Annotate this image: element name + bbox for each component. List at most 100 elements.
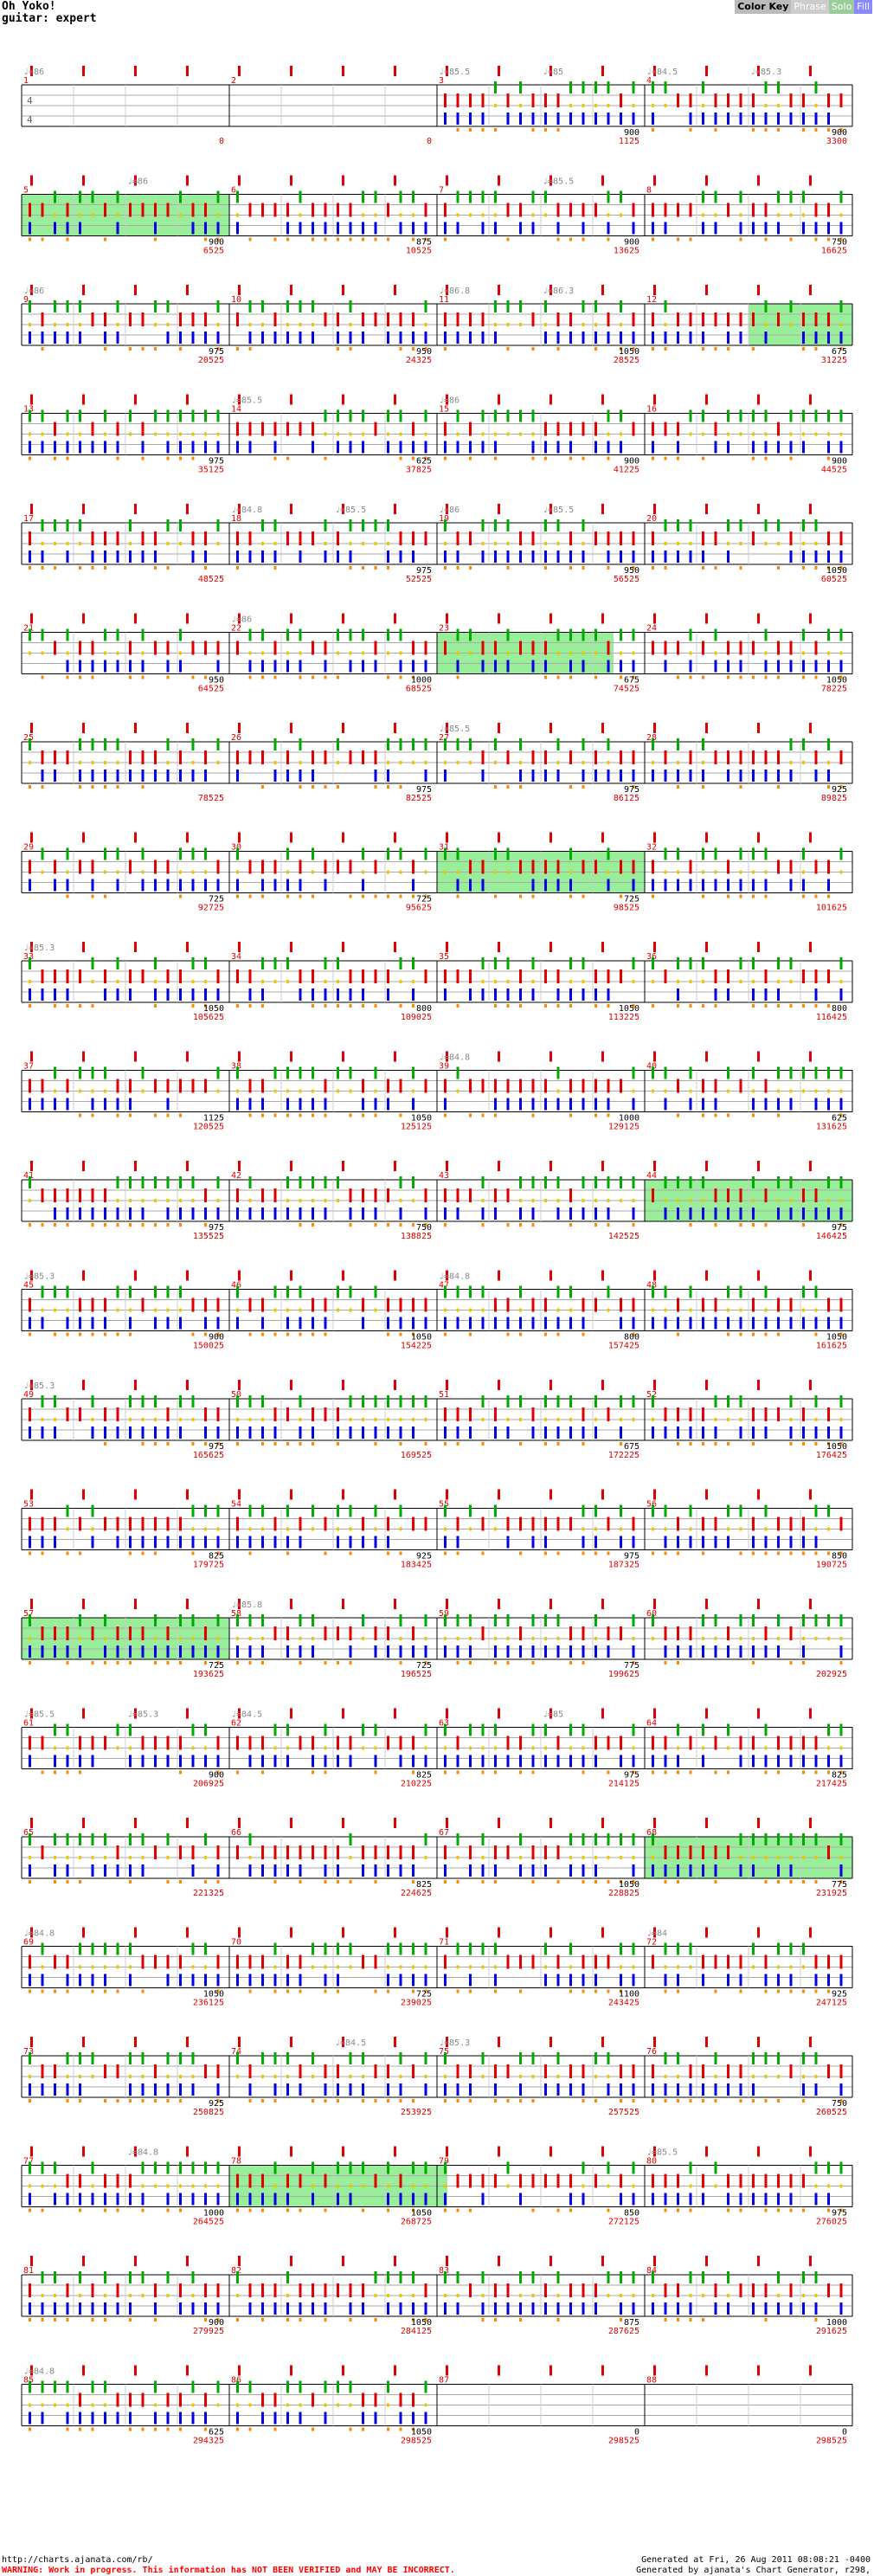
- note: [814, 1308, 818, 1312]
- note: [299, 1845, 302, 1859]
- note: [216, 1332, 220, 1336]
- cumulative-score: 138825: [401, 1232, 432, 1241]
- note: [387, 785, 389, 789]
- note: [677, 761, 679, 764]
- note: [531, 1614, 535, 1626]
- note: [777, 519, 780, 531]
- note: [569, 551, 572, 563]
- beat-tick: [653, 66, 656, 76]
- note: [569, 2208, 572, 2212]
- note: [273, 761, 277, 764]
- note: [481, 312, 485, 326]
- note: [494, 1965, 497, 1969]
- beat-tick: [809, 285, 812, 295]
- note: [54, 1089, 56, 1093]
- note: [286, 2380, 289, 2393]
- note: [582, 1199, 585, 1202]
- note: [494, 1188, 497, 1202]
- note: [531, 93, 535, 107]
- beat-tick: [498, 1708, 500, 1719]
- note: [727, 1113, 729, 1117]
- note: [337, 2380, 339, 2393]
- note: [664, 2193, 667, 2206]
- note: [556, 542, 560, 545]
- note: [777, 770, 780, 782]
- note: [387, 1536, 389, 1549]
- note: [569, 1965, 572, 1969]
- note: [652, 347, 654, 351]
- note: [632, 1208, 635, 1220]
- note: [91, 2318, 94, 2322]
- measure-score: 1050: [203, 1004, 224, 1014]
- note: [54, 2083, 56, 2096]
- note: [764, 1833, 768, 1845]
- note: [166, 2392, 170, 2407]
- note: [286, 222, 289, 235]
- note: [444, 738, 447, 750]
- note: [714, 628, 717, 641]
- note: [519, 551, 522, 563]
- note: [166, 1208, 170, 1220]
- note: [424, 456, 427, 460]
- note: [29, 237, 31, 242]
- note: [839, 1066, 843, 1079]
- note: [412, 2427, 415, 2431]
- note: [664, 1176, 667, 1188]
- note: [764, 879, 768, 892]
- note: [727, 1395, 729, 1407]
- note: [312, 2193, 314, 2206]
- note: [544, 190, 547, 203]
- note: [191, 1199, 195, 1202]
- note: [91, 1661, 94, 1665]
- cumulative-score: 253925: [401, 2108, 432, 2117]
- note: [362, 1723, 364, 1736]
- note: [204, 1442, 207, 1446]
- note: [166, 860, 170, 874]
- note: [399, 1079, 402, 1093]
- note: [531, 2294, 535, 2297]
- note: [374, 542, 377, 545]
- note: [689, 2302, 692, 2315]
- note: [191, 1845, 195, 1859]
- note: [29, 785, 31, 789]
- measure-number: 76: [646, 2047, 657, 2057]
- note: [607, 113, 610, 125]
- note: [191, 2271, 195, 2283]
- note: [752, 113, 755, 125]
- note: [569, 1208, 572, 1220]
- note: [481, 2052, 485, 2064]
- note: [79, 2174, 81, 2188]
- note: [702, 456, 704, 460]
- tempo-marker: ♩=84.8: [439, 1272, 470, 1282]
- note: [299, 660, 302, 673]
- cumulative-score: 1125: [619, 137, 639, 146]
- note: [689, 1626, 692, 1640]
- note: [166, 1626, 170, 1640]
- note: [41, 566, 44, 570]
- note: [444, 1504, 447, 1517]
- note: [664, 1989, 667, 1993]
- site-link[interactable]: http://charts.ajanata.com/rb/: [2, 2555, 153, 2565]
- note: [531, 2099, 535, 2103]
- note: [802, 1308, 805, 1312]
- note: [469, 2064, 472, 2078]
- note: [494, 104, 497, 107]
- note: [519, 2193, 522, 2206]
- note: [677, 957, 679, 969]
- note: [29, 2083, 31, 2096]
- note: [519, 761, 522, 764]
- note: [739, 2283, 742, 2297]
- note: [261, 1504, 264, 1517]
- note: [652, 1089, 654, 1093]
- note: [387, 2302, 389, 2315]
- note: [814, 750, 818, 764]
- cumulative-score: 264525: [193, 2218, 224, 2227]
- note: [582, 1332, 585, 1336]
- note: [349, 1504, 352, 1517]
- note: [54, 989, 56, 1001]
- note: [777, 81, 780, 93]
- note: [506, 1298, 510, 1312]
- note: [689, 957, 692, 969]
- note: [166, 323, 170, 326]
- note: [324, 860, 327, 874]
